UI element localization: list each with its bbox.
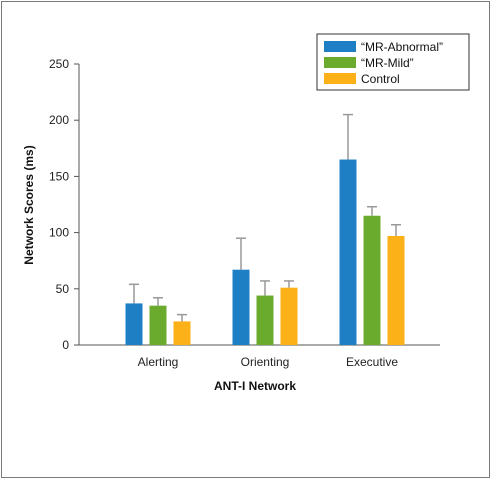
y-ticks: 0 50 100 150 200 250: [49, 57, 79, 352]
legend-label: “MR-Mild”: [361, 56, 414, 70]
x-tick-label: Executive: [346, 355, 398, 369]
legend-label: “MR-Abnormal”: [361, 40, 443, 54]
bar: [363, 215, 381, 345]
legend-label: Control: [361, 72, 400, 86]
legend-swatch: [324, 41, 356, 52]
error-bars: [129, 113, 401, 322]
bars: [125, 159, 405, 345]
y-tick-label: 0: [62, 338, 69, 352]
x-tick-label: Orienting: [241, 355, 290, 369]
bar: [173, 321, 191, 345]
y-tick-label: 250: [49, 57, 69, 71]
bar: [280, 287, 298, 345]
y-tick-label: 100: [49, 226, 69, 240]
legend-swatch: [324, 73, 356, 84]
legend: “MR-Abnormal” “MR-Mild” Control: [316, 33, 470, 91]
y-axis-title: Network Scores (ms): [22, 145, 36, 264]
y-tick-label: 50: [56, 282, 70, 296]
bar: [256, 295, 274, 345]
x-tick-labels: Alerting Orienting Executive: [138, 355, 399, 369]
bar: [232, 269, 250, 345]
x-axis-title: ANT-I Network: [214, 379, 296, 393]
bar: [387, 235, 405, 345]
legend-swatch: [324, 57, 356, 68]
bar: [339, 159, 357, 345]
x-tick-label: Alerting: [138, 355, 179, 369]
bar: [125, 303, 143, 345]
bar: [149, 305, 167, 345]
y-tick-label: 150: [49, 169, 69, 183]
y-tick-label: 200: [49, 113, 69, 127]
